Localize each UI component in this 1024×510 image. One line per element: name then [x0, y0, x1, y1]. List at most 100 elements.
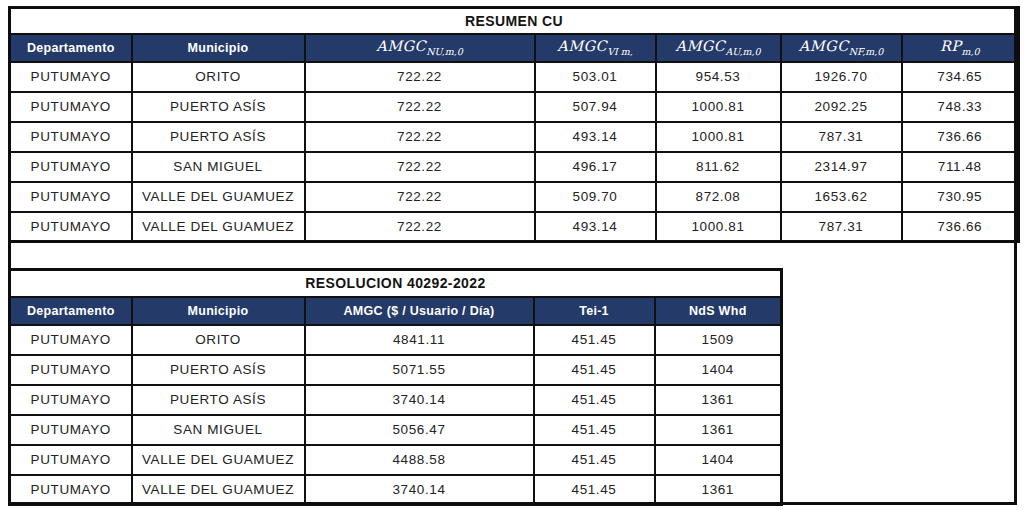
table-cell: PUTUMAYO — [10, 182, 132, 212]
table-cell: 496.17 — [535, 152, 656, 182]
table-cell: VALLE DEL GUAMUEZ — [132, 212, 305, 242]
table-cell: 711.48 — [902, 152, 1019, 182]
column-header-rp: RPm,0 — [902, 34, 1019, 62]
resumen-cu-table: RESUMEN CU Departamento Municipio AMGCNU… — [8, 6, 1020, 243]
table-row: PUTUMAYOVALLE DEL GUAMUEZ722.22493.14100… — [10, 212, 1019, 242]
table-cell: 2314.97 — [781, 152, 902, 182]
table-cell: ORITO — [132, 325, 305, 355]
math-subscript: m,0 — [962, 46, 980, 57]
table-cell: 1509 — [655, 325, 782, 355]
table-cell: 1926.70 — [781, 62, 902, 92]
table-cell: 451.45 — [534, 415, 655, 445]
table-row: PUTUMAYOORITO722.22503.01954.531926.7073… — [10, 62, 1019, 92]
table-cell: 5071.55 — [305, 355, 534, 385]
table-cell: 1000.81 — [656, 212, 781, 242]
table-cell: PUTUMAYO — [10, 92, 132, 122]
table-row: PUTUMAYOVALLE DEL GUAMUEZ3740.14451.4513… — [10, 475, 782, 505]
resumen-cu-title-row: RESUMEN CU — [10, 8, 1019, 34]
table-cell: 503.01 — [535, 62, 656, 92]
table-row: PUTUMAYOVALLE DEL GUAMUEZ4488.58451.4514… — [10, 445, 782, 475]
table-cell: PUERTO ASÍS — [132, 385, 305, 415]
table-cell: 4841.11 — [305, 325, 534, 355]
table-cell: 736.66 — [902, 122, 1019, 152]
column-header-amgc-vi: AMGCVI m, — [535, 34, 656, 62]
table-title: RESUMEN CU — [10, 8, 1019, 34]
table-cell: 509.70 — [535, 182, 656, 212]
column-header-amgc-usuario-dia: AMGC ($ / Usuario / Día) — [305, 297, 534, 325]
table-cell: 872.08 — [656, 182, 781, 212]
column-header-municipio: Municipio — [132, 297, 305, 325]
table-cell: 451.45 — [534, 445, 655, 475]
table-cell: VALLE DEL GUAMUEZ — [132, 182, 305, 212]
spreadsheet-canvas: RESUMEN CU Departamento Municipio AMGCNU… — [0, 0, 1024, 510]
table-cell: ORITO — [132, 62, 305, 92]
math-base: AMGC — [557, 38, 607, 54]
table-cell: 734.65 — [902, 62, 1019, 92]
table-cell: PUTUMAYO — [10, 152, 132, 182]
table-cell: 1000.81 — [656, 122, 781, 152]
table-row: PUTUMAYOSAN MIGUEL722.22496.17811.622314… — [10, 152, 1019, 182]
table-cell: 493.14 — [535, 212, 656, 242]
table-cell: 1404 — [655, 445, 782, 475]
table-row: PUTUMAYOVALLE DEL GUAMUEZ722.22509.70872… — [10, 182, 1019, 212]
table-cell: 3740.14 — [305, 475, 534, 505]
table-row: PUTUMAYOPUERTO ASÍS722.22493.141000.8178… — [10, 122, 1019, 152]
table-row: PUTUMAYOSAN MIGUEL5056.47451.451361 — [10, 415, 782, 445]
math-base: AMGC — [675, 38, 725, 54]
table-cell: PUTUMAYO — [10, 475, 132, 505]
column-header-departamento: Departamento — [10, 297, 132, 325]
table-cell: 451.45 — [534, 475, 655, 505]
table-cell: PUTUMAYO — [10, 355, 132, 385]
table-cell: 787.31 — [781, 212, 902, 242]
table-cell: 451.45 — [534, 355, 655, 385]
table-cell: 3740.14 — [305, 385, 534, 415]
math-subscript: VI m, — [607, 46, 633, 57]
table-cell: 722.22 — [305, 182, 535, 212]
column-header-tei-1: Tei-1 — [534, 297, 655, 325]
table-row: PUTUMAYOPUERTO ASÍS5071.55451.451404 — [10, 355, 782, 385]
table-cell: 1000.81 — [656, 92, 781, 122]
table-cell: PUTUMAYO — [10, 445, 132, 475]
table-cell: 787.31 — [781, 122, 902, 152]
table-cell: PUERTO ASÍS — [132, 122, 305, 152]
table-cell: 451.45 — [534, 325, 655, 355]
table-cell: 954.53 — [656, 62, 781, 92]
table-cell: PUERTO ASÍS — [132, 92, 305, 122]
table-cell: 493.14 — [535, 122, 656, 152]
resolucion-body: PUTUMAYOORITO4841.11451.451509PUTUMAYOPU… — [10, 325, 782, 505]
math-base: RP — [940, 38, 962, 54]
table-cell: 1361 — [655, 415, 782, 445]
table-cell: PUERTO ASÍS — [132, 355, 305, 385]
table-cell: 1361 — [655, 475, 782, 505]
table-cell: PUTUMAYO — [10, 122, 132, 152]
table-cell: 4488.58 — [305, 445, 534, 475]
table-cell: PUTUMAYO — [10, 325, 132, 355]
table-cell: 1361 — [655, 385, 782, 415]
column-header-departamento: Departamento — [10, 34, 132, 62]
column-header-amgc-nu: AMGCNU,m,0 — [305, 34, 535, 62]
column-header-amgc-au: AMGCAU,m,0 — [656, 34, 781, 62]
column-header-nds-whd: NdS Whd — [655, 297, 782, 325]
table-cell: 1653.62 — [781, 182, 902, 212]
math-subscript: NF,m,0 — [849, 46, 884, 57]
column-header-municipio: Municipio — [132, 34, 305, 62]
table-cell: VALLE DEL GUAMUEZ — [132, 475, 305, 505]
math-subscript: NU,m,0 — [426, 46, 463, 57]
table-row: PUTUMAYOORITO4841.11451.451509 — [10, 325, 782, 355]
table-cell: 736.66 — [902, 212, 1019, 242]
table-cell: SAN MIGUEL — [132, 152, 305, 182]
table-cell: 730.95 — [902, 182, 1019, 212]
math-base: AMGC — [799, 38, 849, 54]
table-cell: PUTUMAYO — [10, 385, 132, 415]
table-cell: PUTUMAYO — [10, 212, 132, 242]
table-cell: 5056.47 — [305, 415, 534, 445]
resolucion-title-row: RESOLUCION 40292-2022 — [10, 270, 782, 297]
math-subscript: AU,m,0 — [725, 46, 760, 57]
table-cell: VALLE DEL GUAMUEZ — [132, 445, 305, 475]
table-cell: 722.22 — [305, 212, 535, 242]
table-cell: 722.22 — [305, 152, 535, 182]
table-row: PUTUMAYOPUERTO ASÍS3740.14451.451361 — [10, 385, 782, 415]
table-cell: PUTUMAYO — [10, 62, 132, 92]
table-cell: 2092.25 — [781, 92, 902, 122]
table-cell: 748.33 — [902, 92, 1019, 122]
